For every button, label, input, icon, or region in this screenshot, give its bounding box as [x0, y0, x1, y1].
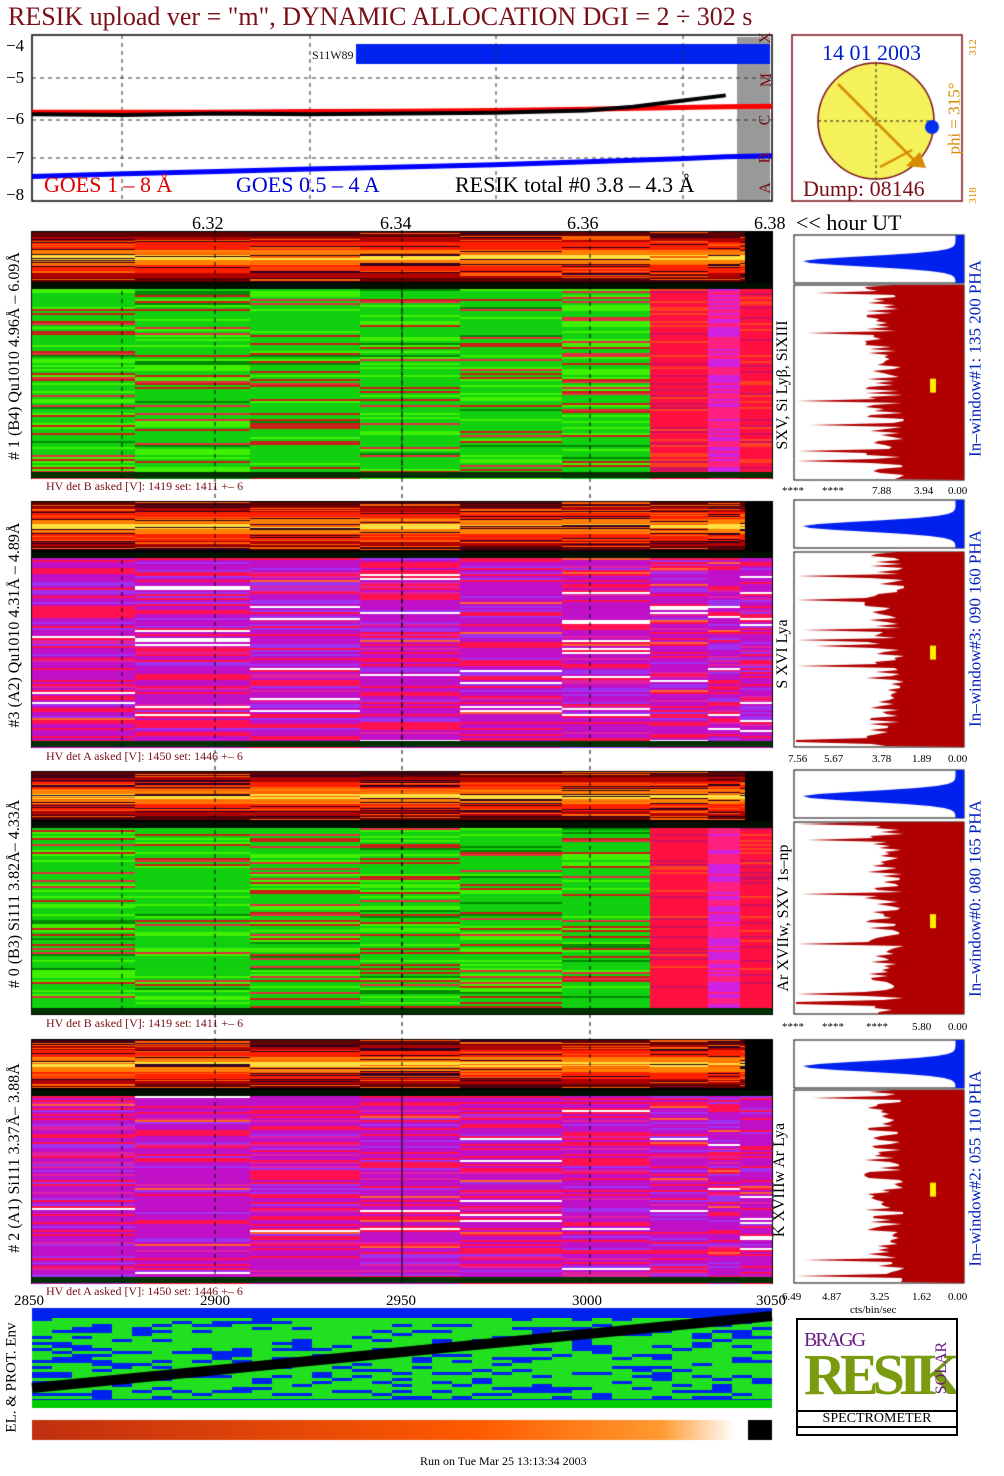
profile-tick: 0.00	[948, 1021, 968, 1033]
panel-2-right-label: In–window#2: 055 110 PHA	[965, 1070, 985, 1267]
flare-class: C	[756, 114, 774, 126]
profile-tick: ****	[866, 1021, 888, 1033]
profile-tick: 6.49	[782, 1291, 802, 1303]
x-tick: 2950	[386, 1293, 416, 1309]
panel-3-left-label: #3 (A2) Qu1010 4.31Å – 4.89Å	[6, 522, 23, 728]
goes-ytick: −5	[6, 68, 25, 87]
profile-tick: 7.88	[872, 485, 892, 497]
goes-legend-blue: GOES 0.5 – 4 A	[236, 172, 380, 197]
run-label: Run on Tue Mar 25 13:13:34 2003	[420, 1454, 587, 1468]
time-tick: 6.32	[192, 213, 224, 233]
date-label: 14 01 2003	[822, 40, 921, 65]
logo-spectrometer: SPECTROMETER	[798, 1410, 956, 1428]
time-axis-label: << hour UT	[796, 210, 902, 235]
flare-class: A	[756, 182, 774, 194]
page-title: RESIK upload ver = "m", DYNAMIC ALLOCATI…	[8, 2, 753, 31]
profile-tick: ****	[822, 1021, 844, 1033]
x-tick: 2850	[14, 1293, 44, 1309]
goes-ytick: −4	[6, 36, 25, 55]
x-tick: 3000	[572, 1293, 602, 1309]
panel-2-left-label: # 2 (A1) Si111 3.37Å– 3.88Å	[6, 1063, 23, 1253]
panel-3-right-label: In–window#3: 090 160 PHA	[965, 530, 985, 727]
phi-sub-top: 312	[966, 39, 979, 56]
logo-solar: SOLAR	[933, 1341, 951, 1395]
panel-0-line-label: Ar XVIIw, SXV 1s–np	[775, 844, 792, 992]
time-tick: 6.38	[754, 213, 786, 233]
profile-tick: ****	[822, 485, 844, 497]
flare-class: X	[756, 32, 774, 44]
profile-tick: ****	[782, 485, 804, 497]
flare-class: B	[756, 152, 774, 164]
panel-2-line-label: K XVIIIw Ar Lya	[771, 1122, 788, 1238]
profile-tick: 5.67	[824, 753, 844, 765]
profile-tick: 5.80	[912, 1021, 932, 1033]
goes-ytick: −8	[6, 185, 25, 204]
panel-0-left-label: # 0 (B3) Si111 3.82Å– 4.33Å	[6, 799, 23, 989]
profile-tick: 4.87	[822, 1291, 842, 1303]
cts-label: cts/bin/sec	[850, 1304, 897, 1316]
profile-tick: ****	[782, 1021, 804, 1033]
profile-tick: 0.00	[948, 753, 968, 765]
x-tick: 2900	[200, 1293, 230, 1309]
profile-tick: 0.00	[948, 1291, 968, 1303]
panel-1-line-label: SXV, Si Lyβ, SiXIII	[774, 320, 791, 450]
x-tick: 3050	[756, 1293, 786, 1309]
profile-tick: 3.25	[870, 1291, 890, 1303]
logo-resik: RESIK	[804, 1342, 956, 1407]
dump-label: Dump: 08146	[803, 176, 925, 201]
time-tick: 6.34	[380, 213, 412, 233]
panel-1-hv: HV det B asked [V]: 1419 set: 1411 +– 6	[46, 479, 244, 493]
profile-tick: 1.62	[912, 1291, 932, 1303]
goes-legend-black: RESIK total #0 3.8 – 4.3 Å	[455, 172, 695, 197]
profile-tick: 1.89	[912, 753, 932, 765]
goes-ytick: −6	[6, 109, 25, 128]
panel-2-hv: HV det A asked [V]: 1450 set: 1446 +– 6	[46, 1284, 243, 1298]
flare-label: S11W89	[312, 48, 354, 62]
panel-3-line-label: S XVI Lya	[774, 619, 791, 689]
goes-ytick: −7	[6, 148, 25, 167]
panel-1-left-label: # 1 (B4) Qu1010 4.96Å – 6.09Å	[6, 252, 23, 460]
phi-label: phi = 315°	[944, 82, 964, 155]
logo-bragg: BRAGG	[804, 1329, 866, 1351]
goes-legend-red: GOES 1 – 8 Å	[44, 172, 173, 197]
profile-tick: 7.56	[788, 753, 808, 765]
panel-0-right-label: In–window#0: 080 165 PHA	[965, 800, 985, 997]
phi-sub-bottom: 318	[966, 187, 979, 204]
profile-tick: 3.94	[914, 485, 934, 497]
profile-tick: 0.00	[948, 485, 968, 497]
profile-tick: 3.78	[872, 753, 892, 765]
panel-3-hv: HV det A asked [V]: 1450 set: 1446 +– 6	[46, 749, 243, 763]
panel-0-hv: HV det B asked [V]: 1419 set: 1411 +– 6	[46, 1016, 244, 1030]
time-tick: 6.36	[567, 213, 599, 233]
env-label: EL. & PROT. Env	[3, 1322, 20, 1433]
flare-class: M	[758, 72, 776, 88]
resik-logo: BRAGG RESIK SOLAR SPECTROMETER	[796, 1318, 958, 1436]
panel-1-right-label: In–window#1: 135 200 PHA	[965, 260, 985, 457]
